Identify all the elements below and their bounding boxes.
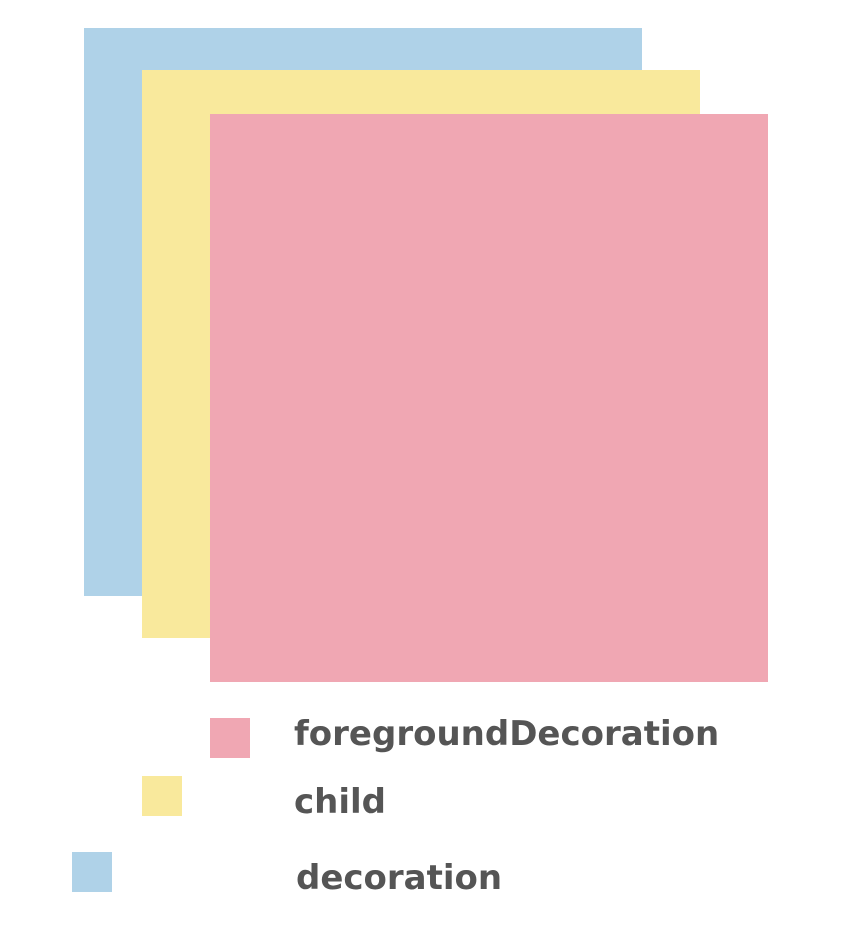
- legend-swatch-decoration: [72, 852, 112, 892]
- legend-swatch-child: [142, 776, 182, 816]
- legend-label-decoration: decoration: [296, 858, 503, 898]
- legend-swatch-foreground-decoration: [210, 718, 250, 758]
- legend-label-child: child: [294, 782, 387, 822]
- legend-label-foreground-decoration: foregroundDecoration: [294, 714, 720, 754]
- foreground-decoration-layer: [210, 114, 768, 682]
